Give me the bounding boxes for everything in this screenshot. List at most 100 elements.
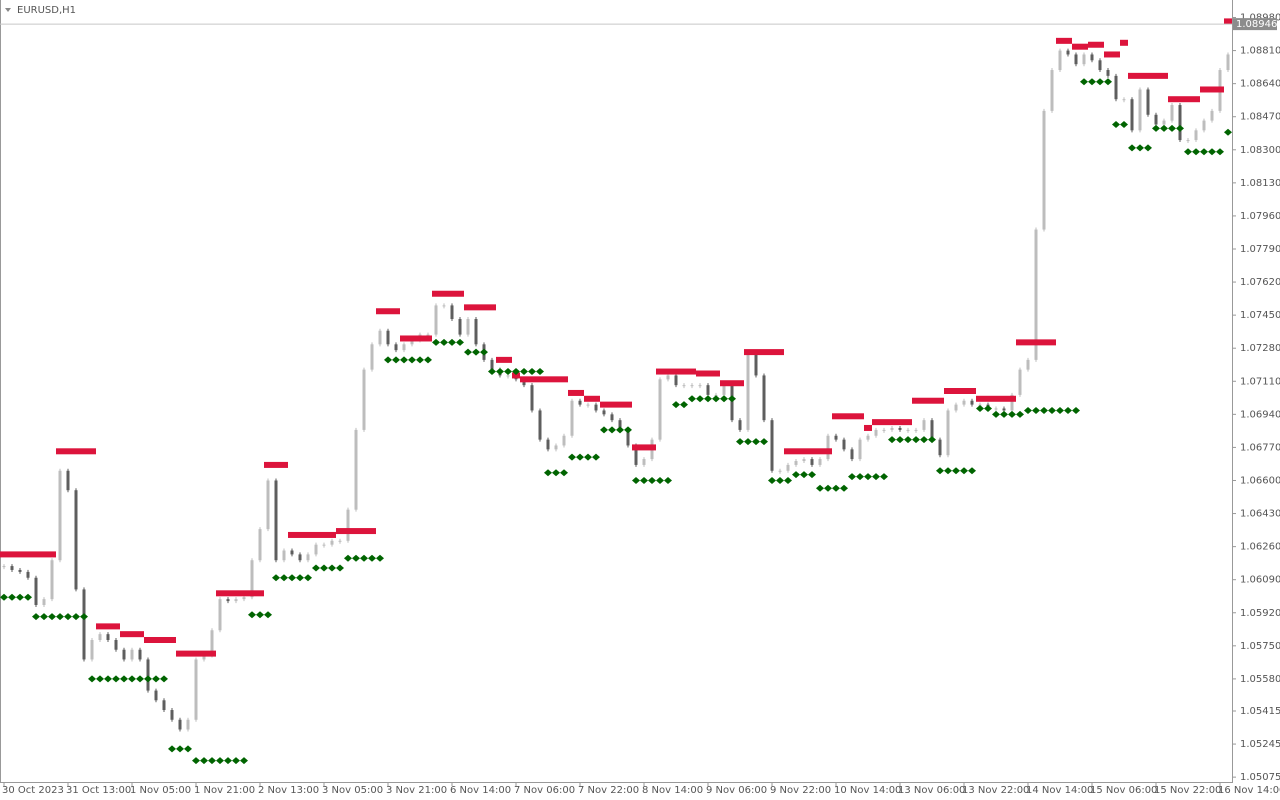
resistance-level xyxy=(344,528,352,535)
resistance-level xyxy=(488,304,496,311)
support-level xyxy=(1176,124,1184,132)
candle xyxy=(698,385,702,387)
resistance-level xyxy=(216,590,224,597)
resistance-level xyxy=(800,448,808,455)
resistance-level xyxy=(512,372,520,379)
support-level xyxy=(976,405,984,413)
candle xyxy=(170,710,174,720)
x-tick-label: 15 Nov 22:00 xyxy=(1154,785,1221,796)
resistance-level xyxy=(776,349,784,356)
resistance-level xyxy=(424,335,432,342)
resistance-level xyxy=(88,448,96,455)
support-level xyxy=(680,401,688,409)
candle xyxy=(1210,110,1214,121)
support-level xyxy=(544,469,552,477)
candle xyxy=(946,410,950,456)
resistance-level xyxy=(480,304,488,311)
support-level xyxy=(576,453,584,461)
candle xyxy=(874,429,878,436)
support-level xyxy=(560,469,568,477)
support-level xyxy=(968,467,976,475)
resistance-level xyxy=(848,413,856,420)
resistance-level xyxy=(272,461,280,468)
support-level xyxy=(952,467,960,475)
resistance-level xyxy=(960,388,968,394)
candle xyxy=(178,719,182,730)
support-level xyxy=(8,593,16,601)
support-level xyxy=(1032,406,1040,414)
candle xyxy=(994,408,998,410)
support-level xyxy=(640,476,648,484)
resistance-level xyxy=(560,376,568,383)
resistance-level xyxy=(792,448,800,455)
support-level xyxy=(872,473,880,481)
candle xyxy=(1170,105,1174,121)
y-tick-label: 1.08980 xyxy=(1240,13,1280,24)
support-level xyxy=(280,574,288,582)
resistance-level xyxy=(200,650,208,657)
resistance-level xyxy=(760,349,768,356)
candle xyxy=(106,634,110,640)
resistance-level xyxy=(1136,72,1144,79)
candle xyxy=(434,305,438,335)
support-level xyxy=(184,745,192,753)
candle xyxy=(458,319,462,335)
resistance-level xyxy=(136,631,144,638)
x-tick-label: 1 Nov 21:00 xyxy=(194,785,255,796)
candle xyxy=(90,639,94,660)
candle xyxy=(962,400,966,405)
candle xyxy=(530,385,534,411)
y-tick-label: 1.06260 xyxy=(1240,542,1280,553)
support-level xyxy=(1040,406,1048,414)
candle xyxy=(538,410,542,440)
y-tick-label: 1.07960 xyxy=(1240,211,1280,222)
support-level xyxy=(1192,148,1200,156)
support-level xyxy=(712,395,720,403)
support-level xyxy=(176,745,184,753)
support-level xyxy=(1024,406,1032,414)
support-level xyxy=(992,410,1000,418)
candle xyxy=(882,429,886,431)
support-level xyxy=(816,484,824,492)
resistance-level xyxy=(1016,339,1024,346)
candle xyxy=(154,690,158,701)
support-level xyxy=(616,426,624,434)
support-level xyxy=(88,675,96,683)
support-level xyxy=(16,593,24,601)
resistance-level xyxy=(376,308,384,315)
candle xyxy=(602,410,606,415)
support-level xyxy=(232,757,240,765)
candle xyxy=(1114,75,1118,100)
support-level xyxy=(368,554,376,562)
candle xyxy=(1050,70,1054,111)
candle xyxy=(1186,140,1190,142)
resistance-level xyxy=(944,388,952,394)
resistance-level xyxy=(576,389,584,396)
menu-triangle[interactable] xyxy=(5,8,11,12)
candle xyxy=(82,589,86,660)
resistance-level xyxy=(552,376,560,383)
resistance-level xyxy=(688,368,696,375)
resistance-level xyxy=(1128,72,1136,79)
candle xyxy=(354,429,358,510)
support-level xyxy=(1136,144,1144,152)
candle xyxy=(466,319,470,335)
candle xyxy=(762,375,766,421)
resistance-level xyxy=(112,623,120,630)
candle xyxy=(370,344,374,370)
candle xyxy=(1010,394,1014,411)
x-tick-label: 15 Nov 06:00 xyxy=(1090,785,1157,796)
candle xyxy=(754,354,758,376)
support-level xyxy=(448,338,456,346)
support-level xyxy=(936,467,944,475)
support-level xyxy=(736,438,744,446)
resistance-level xyxy=(240,590,248,597)
x-tick-label: 2 Nov 13:00 xyxy=(258,785,319,796)
support-level xyxy=(1152,124,1160,132)
support-level xyxy=(984,405,992,413)
candle xyxy=(1018,369,1022,395)
plot xyxy=(0,18,1232,765)
resistance-level xyxy=(1064,37,1072,44)
support-level xyxy=(584,453,592,461)
support-level xyxy=(376,554,384,562)
